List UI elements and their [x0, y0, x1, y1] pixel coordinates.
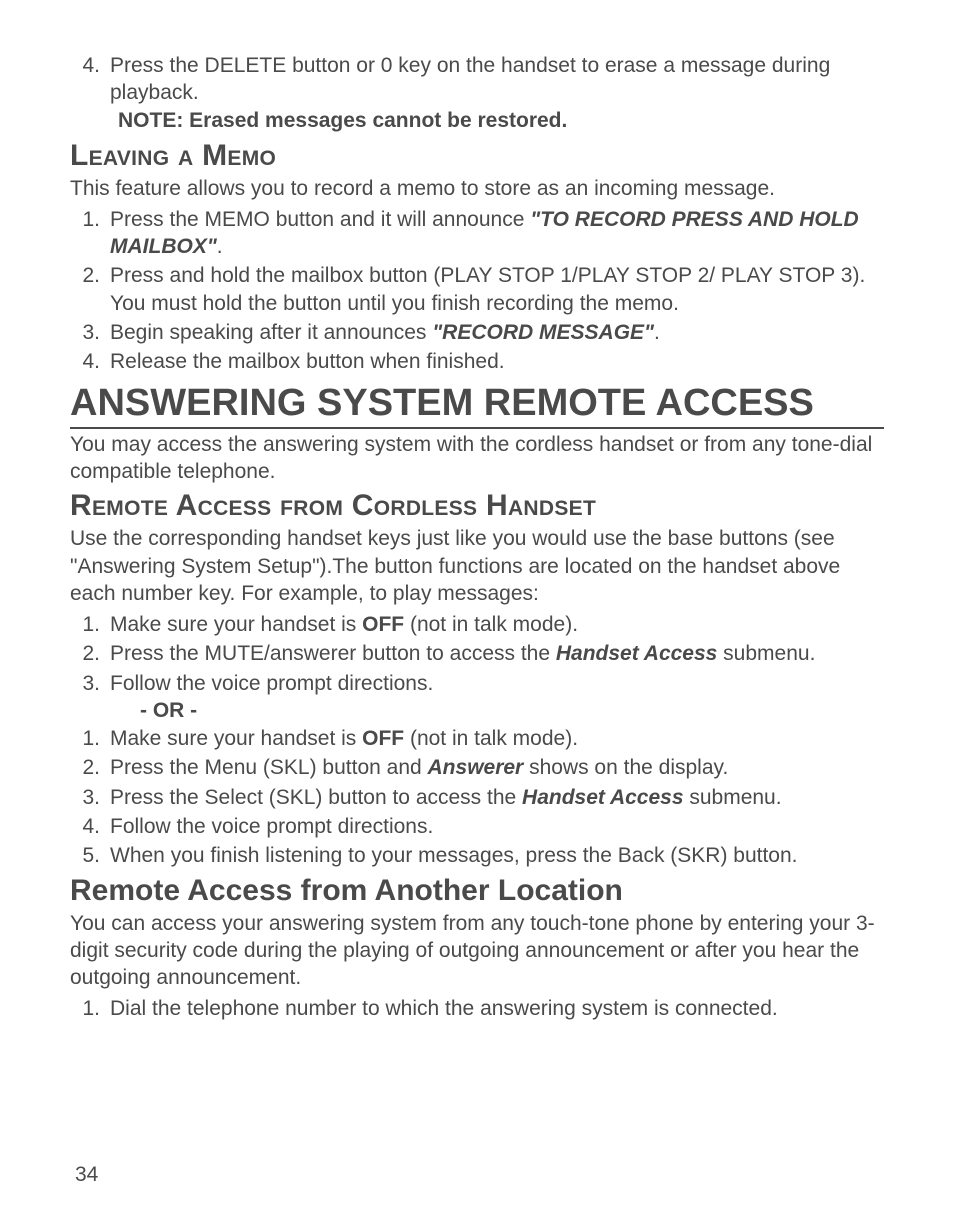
page-number: 34 [75, 1163, 98, 1187]
text: Press the MEMO button and it will announ… [110, 208, 530, 231]
list-text: Follow the voice prompt directions. [110, 813, 884, 840]
list-item: 1. Make sure your handset is OFF (not in… [70, 611, 884, 638]
bold-italic-text: Answerer [428, 756, 524, 779]
text: (not in talk mode). [404, 727, 578, 750]
list-number: 3. [70, 319, 110, 346]
note-text: NOTE: Erased messages cannot be restored… [118, 109, 884, 133]
list-number: 2. [70, 754, 110, 781]
heading-answering-system: ANSWERING SYSTEM REMOTE ACCESS [70, 382, 884, 429]
list-item: 2. Press and hold the mailbox button (PL… [70, 262, 884, 317]
list-number: 1. [70, 725, 110, 752]
text: Begin speaking after it announces [110, 321, 432, 344]
bold-text: OFF [362, 613, 404, 636]
intro-text: Use the corresponding handset keys just … [70, 525, 884, 607]
list-item: 1. Press the MEMO button and it will ann… [70, 206, 884, 261]
list-number: 2. [70, 262, 110, 317]
list-number: 3. [70, 670, 110, 697]
list-number: 4. [70, 52, 110, 107]
text: . [217, 235, 223, 258]
bold-text: OFF [362, 727, 404, 750]
list-text: Press the MUTE/answerer button to access… [110, 640, 884, 667]
list-text: Follow the voice prompt directions. [110, 670, 884, 697]
text: submenu. [684, 786, 782, 809]
list-number: 4. [70, 813, 110, 840]
list-text: Press the MEMO button and it will announ… [110, 206, 884, 261]
list-number: 1. [70, 611, 110, 638]
list-number: 3. [70, 784, 110, 811]
text: Make sure your handset is [110, 727, 362, 750]
text: shows on the display. [523, 756, 728, 779]
bold-italic-text: "RECORD MESSAGE" [432, 321, 654, 344]
list-text: Dial the telephone number to which the a… [110, 995, 884, 1022]
list-item: 2. Press the MUTE/answerer button to acc… [70, 640, 884, 667]
text: Make sure your handset is [110, 613, 362, 636]
list-number: 4. [70, 348, 110, 375]
text: (not in talk mode). [404, 613, 578, 636]
list-item: 5. When you finish listening to your mes… [70, 842, 884, 869]
list-item: 1. Make sure your handset is OFF (not in… [70, 725, 884, 752]
list-item: 2. Press the Menu (SKL) button and Answe… [70, 754, 884, 781]
page-container: 4. Press the DELETE button or 0 key on t… [0, 0, 954, 1215]
list-item: 4. Release the mailbox button when finis… [70, 348, 884, 375]
or-separator: - OR - [140, 699, 884, 723]
list-text: Press the Select (SKL) button to access … [110, 784, 884, 811]
list-item: 4. Press the DELETE button or 0 key on t… [70, 52, 884, 107]
bold-italic-text: Handset Access [522, 786, 683, 809]
list-number: 5. [70, 842, 110, 869]
heading-another-location: Remote Access from Another Location [70, 874, 884, 908]
list-item: 3. Follow the voice prompt directions. [70, 670, 884, 697]
list-number: 2. [70, 640, 110, 667]
list-text: Make sure your handset is OFF (not in ta… [110, 611, 884, 638]
text: Press the Menu (SKL) button and [110, 756, 428, 779]
text: Press the MUTE/answerer button to access… [110, 642, 556, 665]
bold-italic-text: Handset Access [556, 642, 717, 665]
intro-text: You can access your answering system fro… [70, 910, 884, 992]
text: submenu. [717, 642, 815, 665]
heading-cordless: Remote Access from Cordless Handset [70, 489, 884, 523]
list-item: 4. Follow the voice prompt directions. [70, 813, 884, 840]
list-text: Make sure your handset is OFF (not in ta… [110, 725, 884, 752]
list-text: Press the Menu (SKL) button and Answerer… [110, 754, 884, 781]
intro-text: This feature allows you to record a memo… [70, 175, 884, 202]
list-item: 3. Press the Select (SKL) button to acce… [70, 784, 884, 811]
list-item: 1. Dial the telephone number to which th… [70, 995, 884, 1022]
heading-leaving-memo: Leaving a Memo [70, 139, 884, 173]
text: . [654, 321, 660, 344]
list-text: Press and hold the mailbox button (PLAY … [110, 262, 884, 317]
text: Press the Select (SKL) button to access … [110, 786, 522, 809]
list-number: 1. [70, 995, 110, 1022]
list-item: 3. Begin speaking after it announces "RE… [70, 319, 884, 346]
list-text: Begin speaking after it announces "RECOR… [110, 319, 884, 346]
intro-text: You may access the answering system with… [70, 431, 884, 486]
list-text: Press the DELETE button or 0 key on the … [110, 52, 884, 107]
list-number: 1. [70, 206, 110, 261]
list-text: When you finish listening to your messag… [110, 842, 884, 869]
list-text: Release the mailbox button when finished… [110, 348, 884, 375]
